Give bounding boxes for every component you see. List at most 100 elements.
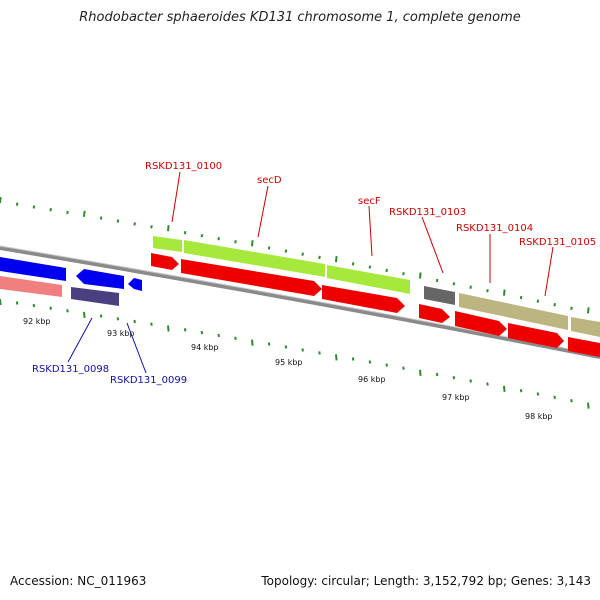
gene-label-secF[interactable]: secF <box>358 196 381 207</box>
scale-tick <box>318 255 321 260</box>
scale-tick <box>217 237 220 241</box>
gene-red-0104b[interactable] <box>508 323 564 348</box>
gene-red-0104a[interactable] <box>455 311 507 336</box>
scale-tick <box>200 330 204 335</box>
accession-text: Accession: NC_011963 <box>10 574 147 588</box>
scale-label-92: 92 kbp <box>23 317 51 326</box>
gene-red-secF[interactable] <box>322 285 405 313</box>
scale-tick <box>49 306 52 310</box>
gene-gray-0103[interactable] <box>424 286 455 305</box>
scale-tick <box>267 342 271 346</box>
scale-tick <box>486 289 489 293</box>
scale-label-97: 97 kbp <box>442 393 470 402</box>
scale-tick <box>570 306 573 310</box>
scale-tick <box>133 222 136 226</box>
scale-tick <box>167 325 170 332</box>
gene-red-0105[interactable] <box>568 337 600 357</box>
scale-tick <box>234 240 237 244</box>
gene-olive-0104[interactable] <box>459 293 568 330</box>
outer-tick-arc <box>0 196 590 314</box>
scale-tick <box>251 240 254 247</box>
scale-tick <box>116 219 120 223</box>
gene-callouts-below: RSKD131_0098 RSKD131_0099 <box>32 317 187 386</box>
scale-tick <box>284 345 288 349</box>
topology-text: Topology: circular; Length: 3,152,792 bp… <box>261 574 591 588</box>
scale-label-96: 96 kbp <box>358 375 386 384</box>
scale-label-93: 93 kbp <box>107 329 135 338</box>
scale-tick <box>0 196 2 204</box>
gene-red-0100[interactable] <box>151 253 179 270</box>
scale-tick <box>99 314 103 318</box>
gene-blue-arrow-3[interactable] <box>128 278 142 291</box>
scale-tick <box>587 307 590 314</box>
scale-tick <box>503 289 506 296</box>
scale-tick <box>234 336 237 340</box>
gene-green-secF[interactable] <box>327 265 410 294</box>
scale-tick <box>419 369 422 376</box>
scale-tick <box>519 295 523 300</box>
scale-tick <box>66 210 69 215</box>
scale-tick <box>351 357 355 361</box>
scale-tick <box>486 382 489 386</box>
scale-tick <box>402 272 405 276</box>
scale-tick <box>15 301 19 305</box>
scale-tick <box>49 208 52 212</box>
scale-tick <box>536 392 540 396</box>
scale-tick <box>133 319 136 324</box>
map-title: Rhodobacter sphaeroides KD131 chromosome… <box>79 10 521 25</box>
scale-label-95: 95 kbp <box>275 358 303 367</box>
gene-callouts-above: RSKD131_0100 secD secF RSKD131_0103 RSKD… <box>145 161 596 297</box>
scale-tick <box>335 256 338 263</box>
gene-olive-0105[interactable] <box>571 317 600 337</box>
scale-tick <box>217 333 220 338</box>
scale-tick <box>183 231 187 235</box>
gene-green-0100[interactable] <box>153 236 182 252</box>
scale-tick <box>587 402 590 409</box>
scale-tick <box>32 205 36 209</box>
gene-pink-bar[interactable] <box>0 276 62 297</box>
scale-tick <box>351 262 355 266</box>
scale-tick <box>15 202 19 206</box>
scale-tick <box>553 395 556 399</box>
scale-tick <box>419 272 422 279</box>
scale-tick <box>167 225 170 232</box>
scale-tick <box>318 351 321 355</box>
gene-red-secD[interactable] <box>181 259 322 296</box>
scale-tick <box>368 360 372 364</box>
gene-blue-arrow-2[interactable] <box>76 269 124 289</box>
gene-label-0103[interactable]: RSKD131_0103 <box>389 207 466 218</box>
scale-tick <box>301 252 304 256</box>
gene-purple-bar[interactable] <box>71 287 119 306</box>
gene-label-0104[interactable]: RSKD131_0104 <box>456 223 533 234</box>
gene-red-0103[interactable] <box>419 304 450 323</box>
scale-tick <box>66 309 69 313</box>
scale-tick <box>435 372 439 377</box>
gene-blue-arrow-1[interactable] <box>0 257 66 281</box>
scale-label-94: 94 kbp <box>191 343 219 352</box>
inner-tick-arc <box>0 298 590 409</box>
scale-tick <box>536 299 540 303</box>
gene-label-0105[interactable]: RSKD131_0105 <box>519 237 596 248</box>
scale-tick <box>519 389 523 393</box>
scale-tick <box>284 249 288 253</box>
scale-tick <box>150 322 153 326</box>
scale-tick <box>452 376 456 380</box>
scale-tick <box>116 317 120 321</box>
gene-green-secD[interactable] <box>184 240 325 277</box>
scale-tick <box>435 278 439 283</box>
scale-tick <box>150 225 153 229</box>
scale-tick <box>200 234 204 238</box>
gene-label-0098[interactable]: RSKD131_0098 <box>32 364 109 375</box>
gene-label-secD[interactable]: secD <box>257 175 282 186</box>
scale-tick <box>99 216 103 220</box>
scale-tick <box>368 265 372 269</box>
scale-tick <box>301 348 304 352</box>
scale-tick <box>251 339 254 346</box>
scale-tick <box>385 363 388 367</box>
gene-label-0099[interactable]: RSKD131_0099 <box>110 375 187 386</box>
scale-label-98: 98 kbp <box>525 412 553 421</box>
scale-tick <box>335 354 338 361</box>
scale-tick <box>402 366 405 370</box>
gene-label-0100[interactable]: RSKD131_0100 <box>145 161 222 172</box>
